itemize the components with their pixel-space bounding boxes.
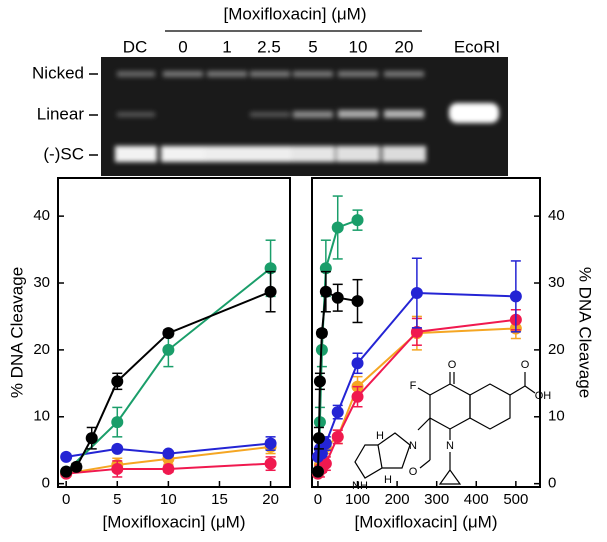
x-tick-label: 200 xyxy=(385,491,410,508)
y-tick-label: 0 xyxy=(42,475,50,492)
atom: F xyxy=(410,380,417,392)
lane-label: 20 xyxy=(395,37,414,56)
lane-label: 0 xyxy=(178,37,187,56)
marker xyxy=(319,457,332,470)
marker xyxy=(162,462,175,475)
marker xyxy=(331,430,344,443)
band-label: Linear xyxy=(37,104,85,123)
atom: O xyxy=(409,466,418,478)
x-tick-label: 10 xyxy=(160,491,177,508)
atom: O xyxy=(521,359,530,371)
series-line xyxy=(66,462,271,475)
band-label: (-)SC xyxy=(43,144,84,163)
band-ticks xyxy=(89,73,98,156)
marker xyxy=(311,465,324,478)
x-tick-label: 100 xyxy=(345,491,370,508)
plot-frame xyxy=(57,177,291,488)
marker xyxy=(313,375,326,388)
marker xyxy=(264,457,277,470)
gel-bands xyxy=(115,71,499,162)
marker xyxy=(111,442,124,455)
marker xyxy=(111,462,124,475)
y-tick-label: 40 xyxy=(33,207,50,224)
marker xyxy=(351,295,364,308)
marker xyxy=(162,327,175,340)
series-line xyxy=(65,290,271,473)
y-tick-label: 0 xyxy=(548,475,556,492)
x-tick-label: 5 xyxy=(113,491,121,508)
lane-label: 1 xyxy=(222,37,231,56)
marker xyxy=(410,287,423,300)
marker xyxy=(509,290,522,303)
y-tick-label: 40 xyxy=(548,207,565,224)
lane-label: 2.5 xyxy=(257,37,281,56)
marker xyxy=(111,416,124,429)
lane-label: DC xyxy=(123,37,148,56)
y-axis-label: % DNA Cleavage xyxy=(7,267,26,398)
y-tick-label: 30 xyxy=(33,274,50,291)
marker xyxy=(60,450,73,463)
marker xyxy=(85,432,98,445)
marker xyxy=(162,447,175,460)
x-tick-label: 0 xyxy=(62,491,70,508)
marker xyxy=(162,343,175,356)
x-tick-label: 20 xyxy=(262,491,279,508)
y-tick-label: 10 xyxy=(548,408,565,425)
marker xyxy=(351,214,364,227)
series-line xyxy=(66,442,271,458)
atom: N xyxy=(409,440,417,452)
atom: N xyxy=(446,440,454,452)
marker xyxy=(312,432,325,445)
band-label: Nicked xyxy=(32,63,84,82)
lane-label: 10 xyxy=(349,37,368,56)
marker xyxy=(319,285,332,298)
marker xyxy=(264,437,277,450)
structure xyxy=(354,372,536,485)
x-tick-label: 300 xyxy=(424,491,449,508)
marker xyxy=(315,327,328,340)
marker xyxy=(111,375,124,388)
y-tick-label: 20 xyxy=(548,341,565,358)
atom: O xyxy=(448,359,457,371)
series-line xyxy=(66,445,271,475)
marker xyxy=(331,221,344,234)
marker xyxy=(60,465,73,478)
x-axis-label: [Moxifloxacin] (μM) xyxy=(355,512,498,531)
y-tick-label: 20 xyxy=(33,341,50,358)
x-tick-label: 500 xyxy=(503,491,528,508)
x-tick-label: 15 xyxy=(211,491,228,508)
marker xyxy=(351,357,364,370)
marker xyxy=(331,291,344,304)
x-tick-label: 0 xyxy=(314,491,322,508)
gel-title: [Moxifloxacin] (μM) xyxy=(224,4,367,23)
marker xyxy=(70,460,83,473)
x-tick-label: 400 xyxy=(464,491,489,508)
atom: OH xyxy=(535,390,552,402)
lane-label: 5 xyxy=(308,37,317,56)
marker xyxy=(410,325,423,338)
lane-label: EcoRI xyxy=(454,37,500,56)
marker xyxy=(351,390,364,403)
atom: H xyxy=(376,430,384,442)
x-axis-label: [Moxifloxacin] (μM) xyxy=(103,512,246,531)
marker xyxy=(264,285,277,298)
atom: H xyxy=(384,474,392,486)
y-tick-label: 10 xyxy=(33,408,50,425)
marker xyxy=(331,406,344,419)
plot-frame xyxy=(311,177,541,488)
y-tick-label: 30 xyxy=(548,274,565,291)
atom: NH xyxy=(352,480,368,492)
y-axis-label: % DNA Cleavage xyxy=(576,267,595,398)
